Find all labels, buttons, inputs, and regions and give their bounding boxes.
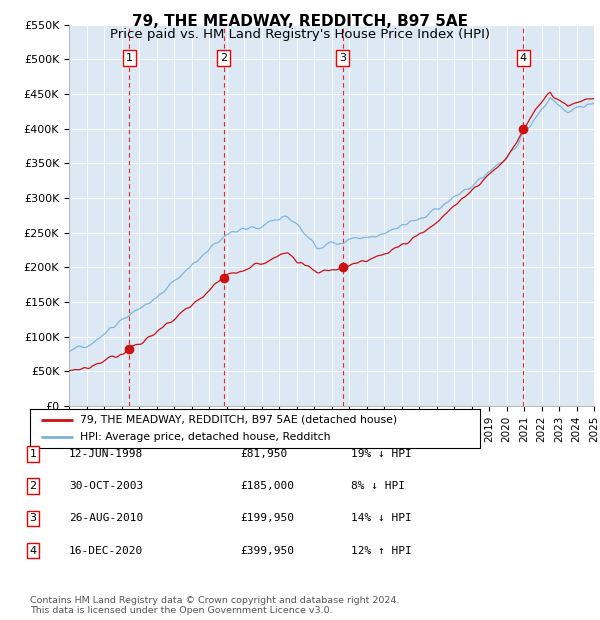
Text: 12% ↑ HPI: 12% ↑ HPI — [351, 546, 412, 556]
Text: 26-AUG-2010: 26-AUG-2010 — [69, 513, 143, 523]
Text: Contains HM Land Registry data © Crown copyright and database right 2024.
This d: Contains HM Land Registry data © Crown c… — [30, 596, 400, 615]
Text: 12-JUN-1998: 12-JUN-1998 — [69, 449, 143, 459]
Text: 30-OCT-2003: 30-OCT-2003 — [69, 481, 143, 491]
Text: HPI: Average price, detached house, Redditch: HPI: Average price, detached house, Redd… — [79, 432, 330, 442]
Text: 14% ↓ HPI: 14% ↓ HPI — [351, 513, 412, 523]
Text: 79, THE MEADWAY, REDDITCH, B97 5AE: 79, THE MEADWAY, REDDITCH, B97 5AE — [132, 14, 468, 29]
Text: 1: 1 — [29, 449, 37, 459]
Text: £399,950: £399,950 — [240, 546, 294, 556]
Text: 16-DEC-2020: 16-DEC-2020 — [69, 546, 143, 556]
Text: £81,950: £81,950 — [240, 449, 287, 459]
Text: Price paid vs. HM Land Registry's House Price Index (HPI): Price paid vs. HM Land Registry's House … — [110, 28, 490, 41]
Text: 79, THE MEADWAY, REDDITCH, B97 5AE (detached house): 79, THE MEADWAY, REDDITCH, B97 5AE (deta… — [79, 415, 397, 425]
Text: £199,950: £199,950 — [240, 513, 294, 523]
Text: 2: 2 — [220, 53, 227, 63]
Text: 4: 4 — [29, 546, 37, 556]
Text: 3: 3 — [29, 513, 37, 523]
Text: 2: 2 — [29, 481, 37, 491]
Text: 8% ↓ HPI: 8% ↓ HPI — [351, 481, 405, 491]
Text: 1: 1 — [126, 53, 133, 63]
Text: 3: 3 — [340, 53, 346, 63]
Text: £185,000: £185,000 — [240, 481, 294, 491]
Text: 19% ↓ HPI: 19% ↓ HPI — [351, 449, 412, 459]
Text: 4: 4 — [520, 53, 527, 63]
